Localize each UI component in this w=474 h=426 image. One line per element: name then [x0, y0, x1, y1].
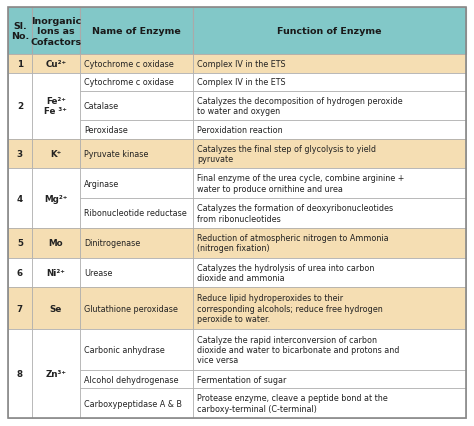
Text: Complex IV in the ETS: Complex IV in the ETS: [198, 60, 286, 69]
Bar: [193, 121, 466, 139]
Text: K⁺: K⁺: [50, 150, 62, 158]
Text: Catalyze the rapid interconversion of carbon
dioxide and water to bicarbonate an: Catalyze the rapid interconversion of ca…: [198, 335, 400, 365]
Text: Glutathione peroxidase: Glutathione peroxidase: [84, 304, 178, 313]
Text: Carboxypeptidase A & B: Carboxypeptidase A & B: [84, 399, 182, 408]
Bar: [193, 370, 466, 389]
Bar: [193, 73, 466, 92]
Bar: [80, 288, 193, 329]
Bar: [193, 228, 466, 258]
Text: 7: 7: [17, 304, 23, 313]
Text: Function of Enzyme: Function of Enzyme: [277, 27, 382, 36]
Text: Catalyzes the final step of glycolysis to yield
pyruvate: Catalyzes the final step of glycolysis t…: [198, 144, 376, 164]
Bar: [32, 139, 80, 169]
Text: Reduce lipid hydroperoxides to their
corresponding alcohols; reduce free hydroge: Reduce lipid hydroperoxides to their cor…: [198, 294, 383, 323]
Text: Reduction of atmospheric nitrogen to Ammonia
(nitrogen fixation): Reduction of atmospheric nitrogen to Amm…: [198, 233, 389, 253]
Text: Catalyzes the formation of deoxyribonucleotides
from ribonucleotides: Catalyzes the formation of deoxyribonucl…: [198, 204, 393, 223]
Bar: [8, 228, 32, 258]
Bar: [8, 258, 32, 288]
Text: Pyruvate kinase: Pyruvate kinase: [84, 150, 148, 158]
Bar: [80, 139, 193, 169]
Bar: [8, 169, 32, 228]
Bar: [80, 258, 193, 288]
Text: Dinitrogenase: Dinitrogenase: [84, 239, 140, 248]
Bar: [8, 139, 32, 169]
Bar: [32, 55, 80, 73]
Text: Fermentation of sugar: Fermentation of sugar: [198, 375, 287, 384]
Bar: [193, 288, 466, 329]
Text: Alcohol dehydrogenase: Alcohol dehydrogenase: [84, 375, 178, 384]
Text: Peroxidase: Peroxidase: [84, 126, 128, 135]
Bar: [32, 73, 80, 139]
Text: 4: 4: [17, 194, 23, 203]
Bar: [193, 92, 466, 121]
Bar: [80, 199, 193, 228]
Bar: [80, 370, 193, 389]
Text: Catalyzes the decomposition of hydrogen peroxide
to water and oxygen: Catalyzes the decomposition of hydrogen …: [198, 97, 403, 116]
Bar: [80, 73, 193, 92]
Bar: [80, 8, 193, 55]
Bar: [193, 258, 466, 288]
Bar: [32, 169, 80, 228]
Bar: [32, 288, 80, 329]
Bar: [193, 329, 466, 370]
Bar: [32, 228, 80, 258]
Text: Mo: Mo: [48, 239, 63, 248]
Text: Catalase: Catalase: [84, 102, 119, 111]
Text: 2: 2: [17, 102, 23, 111]
Text: 3: 3: [17, 150, 23, 158]
Bar: [8, 288, 32, 329]
Text: 6: 6: [17, 268, 23, 277]
Bar: [193, 8, 466, 55]
Bar: [193, 55, 466, 73]
Text: Final enzyme of the urea cycle, combine arginine +
water to produce ornithine an: Final enzyme of the urea cycle, combine …: [198, 174, 405, 193]
Bar: [32, 8, 80, 55]
Text: Complex IV in the ETS: Complex IV in the ETS: [198, 78, 286, 87]
Bar: [32, 258, 80, 288]
Bar: [193, 389, 466, 418]
Bar: [193, 169, 466, 199]
Text: Cytochrome c oxidase: Cytochrome c oxidase: [84, 60, 173, 69]
Bar: [193, 199, 466, 228]
Text: Catalyzes the hydrolysis of urea into carbon
dioxide and ammonia: Catalyzes the hydrolysis of urea into ca…: [198, 263, 375, 282]
Text: Mg²⁺: Mg²⁺: [44, 194, 68, 203]
Text: Protease enzyme, cleave a peptide bond at the
carboxy-terminal (C-terminal): Protease enzyme, cleave a peptide bond a…: [198, 394, 388, 413]
Text: Ni²⁺: Ni²⁺: [46, 268, 65, 277]
Text: Sl.
No.: Sl. No.: [11, 22, 29, 41]
Text: Cu²⁺: Cu²⁺: [46, 60, 66, 69]
Bar: [80, 389, 193, 418]
Text: Inorganic
Ions as
Cofactors: Inorganic Ions as Cofactors: [30, 17, 82, 46]
Text: Arginase: Arginase: [84, 179, 119, 188]
Bar: [80, 121, 193, 139]
Bar: [80, 55, 193, 73]
Bar: [80, 329, 193, 370]
Text: Urease: Urease: [84, 268, 112, 277]
Text: Name of Enzyme: Name of Enzyme: [92, 27, 181, 36]
Bar: [8, 73, 32, 139]
Text: Se: Se: [50, 304, 62, 313]
Bar: [8, 55, 32, 73]
Text: Peroxidation reaction: Peroxidation reaction: [198, 126, 283, 135]
Text: Zn³⁺: Zn³⁺: [46, 369, 66, 378]
Bar: [32, 329, 80, 418]
Text: Cytochrome c oxidase: Cytochrome c oxidase: [84, 78, 173, 87]
Text: Carbonic anhydrase: Carbonic anhydrase: [84, 345, 164, 354]
Bar: [80, 169, 193, 199]
Bar: [8, 329, 32, 418]
Bar: [193, 139, 466, 169]
Text: Fe²⁺
Fe ³⁺: Fe²⁺ Fe ³⁺: [45, 97, 67, 116]
Text: 8: 8: [17, 369, 23, 378]
Text: 1: 1: [17, 60, 23, 69]
Text: Ribonucleotide reductase: Ribonucleotide reductase: [84, 209, 187, 218]
Bar: [80, 228, 193, 258]
Bar: [80, 92, 193, 121]
Bar: [8, 8, 32, 55]
Text: 5: 5: [17, 239, 23, 248]
